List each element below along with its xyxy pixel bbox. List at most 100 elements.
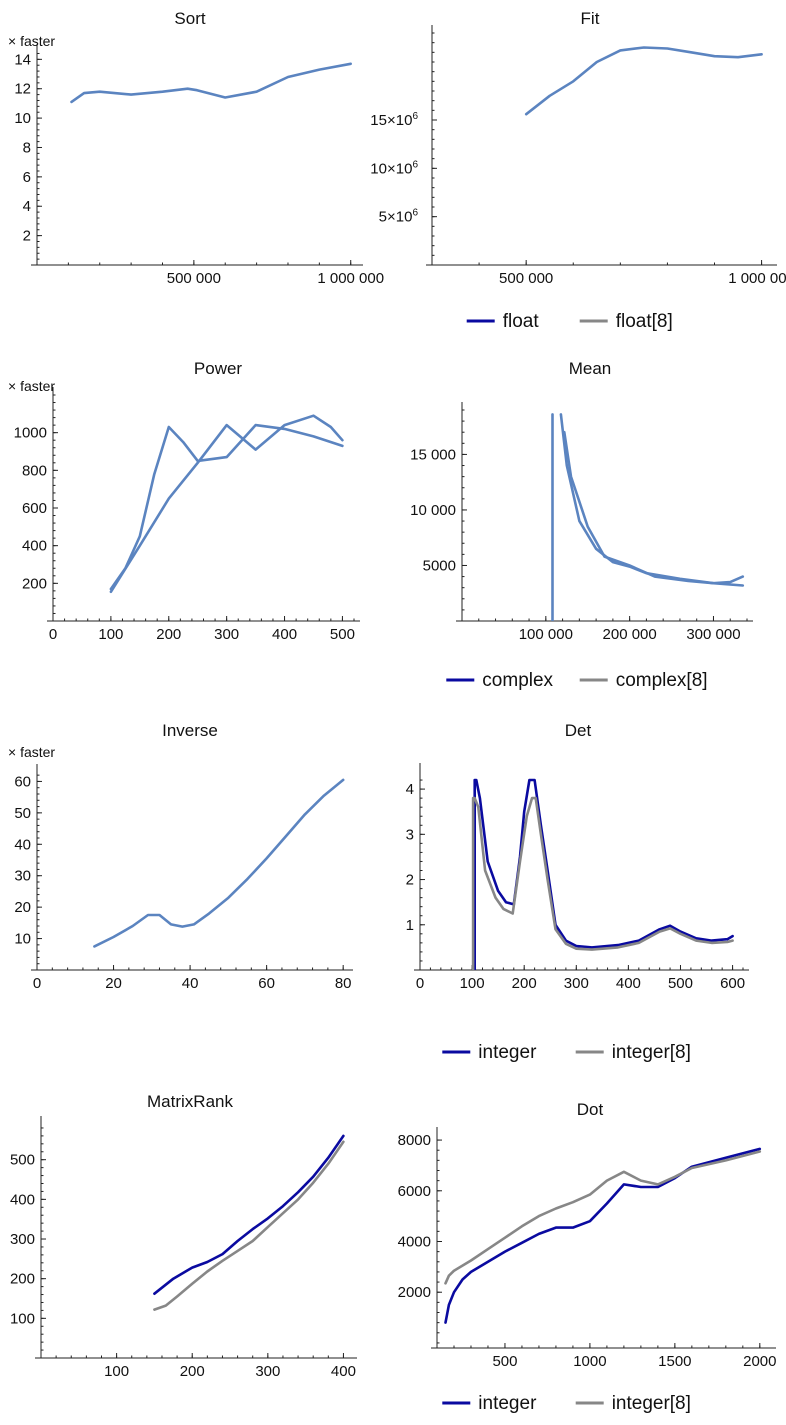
- fit-x-tick-label: 1 000 000: [728, 270, 786, 287]
- matrixrank-y-tick-label: 200: [10, 1271, 35, 1288]
- legend-label-float: float: [503, 311, 540, 332]
- inverse-y-tick-label: 10: [14, 931, 31, 948]
- matrixrank-x-tick-label: 400: [331, 1363, 356, 1380]
- sort-chart: Sort × faster 500 000 1 000 000 2 4 6 8 10 12 14: [8, 9, 384, 287]
- matrixrank-chart: MatrixRank 100 200 300 400 100 200 300 400 500: [10, 1092, 357, 1380]
- sort-y-tick-label: 6: [23, 169, 31, 186]
- matrixrank-y-tick-label: 300: [10, 1231, 35, 1248]
- power-y-axis-label: × faster: [8, 378, 55, 394]
- mean-chart: Mean 100 000 200 000 300 000 5000 10 000 15 00…: [410, 359, 753, 643]
- det-y-tick-label: 3: [406, 826, 414, 843]
- dot-y-tick-label: 4000: [398, 1234, 431, 1251]
- det-chart: Det 0 100 200 300 400 500 600 1 2 3 4: [406, 721, 749, 992]
- mean-x-tick-label: 100 000: [519, 626, 573, 643]
- dot-y-tick-label: 8000: [398, 1132, 431, 1149]
- sort-y-tick-label: 14: [14, 51, 31, 68]
- mean-x-tick-label: 200 000: [603, 626, 657, 643]
- matrixrank-y-tick-label: 500: [10, 1152, 35, 1169]
- mean-y-tick-label: 5000: [423, 557, 456, 574]
- legend-2: complex complex[8]: [446, 670, 708, 691]
- fit-y-tick-label: 5×106: [379, 208, 419, 226]
- inverse-y-tick-label: 60: [14, 773, 31, 790]
- inverse-y-tick-label: 30: [14, 868, 31, 885]
- sort-y-axis-label: × faster: [8, 33, 55, 49]
- dot-y-tick-label: 6000: [398, 1183, 431, 1200]
- power-x-tick-label: 100: [98, 626, 123, 643]
- legend-label-integer: integer: [478, 1393, 537, 1414]
- sort-x-tick-label: 1 000 000: [317, 270, 384, 287]
- mean-series-line-3: [563, 430, 745, 585]
- dot-x-tick-label: 1000: [573, 1353, 606, 1370]
- dot-title: Dot: [577, 1100, 604, 1119]
- inverse-x-tick-label: 80: [335, 975, 352, 992]
- mean-y-tick-label: 15 000: [410, 446, 456, 463]
- mean-x-tick-label: 300 000: [686, 626, 740, 643]
- det-x-tick-label: 400: [616, 975, 641, 992]
- power-x-tick-label: 300: [214, 626, 239, 643]
- det-y-tick-label: 1: [406, 917, 414, 934]
- fit-y-tick-label: 15×106: [370, 111, 418, 129]
- inverse-y-tick-label: 20: [14, 899, 31, 916]
- fit-chart: Fit 500 000 1 000 000 5×106 10×106 15×106: [370, 9, 786, 287]
- mean-series-line-2: [559, 413, 745, 587]
- power-x-tick-label: 0: [49, 626, 57, 643]
- legend-label-float-8: float[8]: [616, 311, 673, 332]
- inverse-x-tick-label: 60: [258, 975, 275, 992]
- legend-label-complex-8: complex[8]: [616, 670, 708, 691]
- det-y-tick-label: 2: [406, 872, 414, 889]
- mean-y-tick-label: 10 000: [410, 502, 456, 519]
- dot-x-tick-label: 2000: [743, 1353, 776, 1370]
- det-x-tick-label: 500: [668, 975, 693, 992]
- det-series-line-integer: [473, 778, 734, 970]
- inverse-y-axis-label: × faster: [8, 744, 55, 760]
- matrixrank-series-line-integer-8: [153, 1140, 345, 1311]
- sort-y-tick-label: 12: [14, 81, 31, 98]
- matrixrank-y-tick-label: 100: [10, 1310, 35, 1327]
- det-x-tick-label: 0: [416, 975, 424, 992]
- power-y-tick-label: 600: [22, 500, 47, 517]
- sort-y-tick-label: 8: [23, 139, 31, 156]
- fit-series-line-1: [524, 46, 763, 116]
- det-x-tick-label: 200: [512, 975, 537, 992]
- inverse-chart: Inverse × faster 0 20 40 60 80 10 20 30 40 50 60: [8, 721, 353, 992]
- det-x-tick-label: 600: [720, 975, 745, 992]
- dot-series-line-integer: [444, 1147, 762, 1324]
- power-title: Power: [194, 359, 243, 378]
- inverse-x-tick-label: 0: [33, 975, 41, 992]
- power-y-tick-label: 400: [22, 538, 47, 555]
- power-series-line-1: [109, 423, 344, 591]
- matrixrank-y-tick-label: 400: [10, 1191, 35, 1208]
- inverse-y-tick-label: 50: [14, 805, 31, 822]
- det-series-line-integer-8: [471, 796, 734, 970]
- power-x-tick-label: 500: [330, 626, 355, 643]
- power-y-tick-label: 800: [22, 462, 47, 479]
- det-y-tick-label: 4: [406, 781, 414, 798]
- dot-y-tick-label: 2000: [398, 1284, 431, 1301]
- matrixrank-title: MatrixRank: [147, 1092, 233, 1111]
- legend-4: integer integer[8]: [442, 1393, 691, 1414]
- power-x-tick-label: 400: [272, 626, 297, 643]
- matrixrank-x-tick-label: 100: [104, 1363, 129, 1380]
- matrixrank-x-tick-label: 200: [180, 1363, 205, 1380]
- fit-title: Fit: [581, 9, 600, 28]
- legend-label-integer-8: integer[8]: [612, 1042, 691, 1063]
- power-chart: Power × faster 0 100 200 300 400 500 200 400 600 80…: [8, 359, 360, 643]
- inverse-x-tick-label: 20: [105, 975, 122, 992]
- sort-x-tick-label: 500 000: [167, 270, 221, 287]
- inverse-series-line-1: [93, 778, 345, 948]
- legend-3: integer integer[8]: [442, 1042, 691, 1063]
- legend-1: float float[8]: [466, 311, 673, 332]
- mean-title: Mean: [569, 359, 612, 378]
- dot-x-tick-label: 1500: [658, 1353, 691, 1370]
- matrixrank-series-line-integer: [153, 1134, 345, 1295]
- matrixrank-x-tick-label: 300: [255, 1363, 280, 1380]
- sort-y-tick-label: 2: [23, 228, 31, 245]
- legend-label-complex: complex: [482, 670, 553, 691]
- dot-chart: Dot 500 1000 1500 2000 2000 4000 6000 8000: [398, 1100, 777, 1370]
- dot-series-line-integer-8: [444, 1150, 762, 1285]
- dot-x-tick-label: 500: [492, 1353, 517, 1370]
- sort-title: Sort: [174, 9, 205, 28]
- det-x-tick-label: 100: [460, 975, 485, 992]
- inverse-title: Inverse: [162, 721, 218, 740]
